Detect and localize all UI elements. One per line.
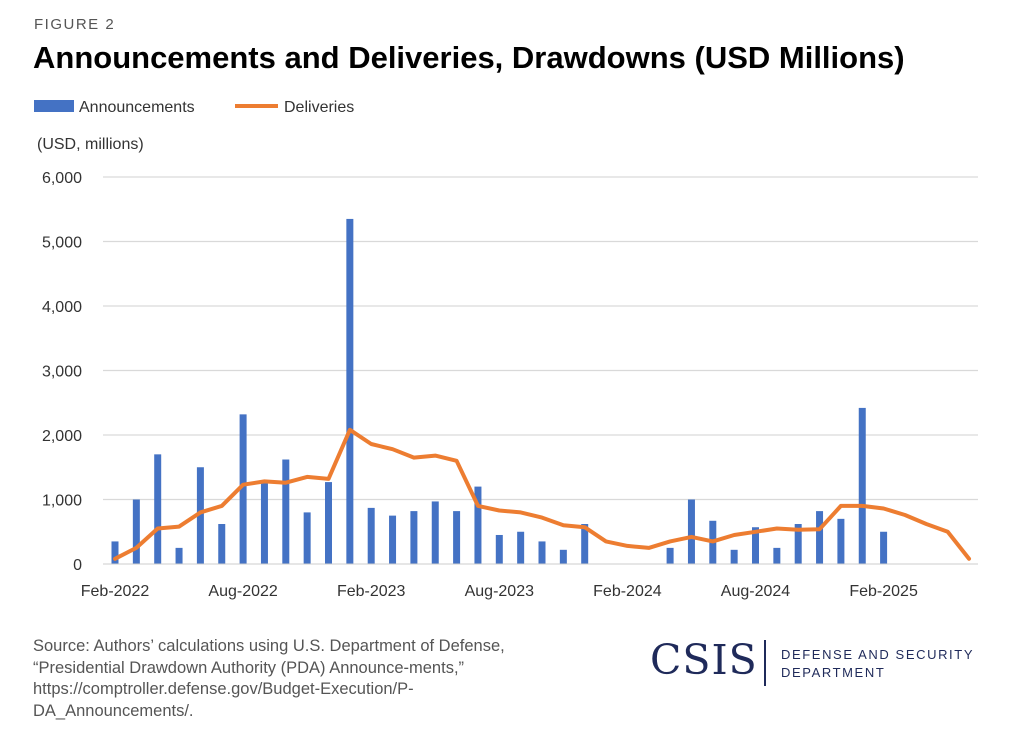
announcement-bar: [431, 501, 439, 564]
announcement-bar: [175, 547, 183, 564]
bars: [111, 218, 888, 565]
announcement-bar: [260, 483, 268, 564]
y-axis-label: (USD, millions): [37, 136, 144, 153]
chart-title: Announcements and Deliveries, Drawdowns …: [33, 40, 905, 75]
announcement-bar: [154, 454, 162, 564]
announcement-bar: [325, 482, 332, 564]
announcement-bar: [132, 499, 140, 564]
announcement-bar: [559, 549, 567, 564]
announcement-bar: [495, 534, 503, 564]
announcement-bar: [367, 507, 375, 564]
announcement-bar: [453, 511, 461, 564]
announcement-bar: [773, 547, 781, 564]
x-tick-label: Aug-2023: [465, 583, 534, 600]
logo-wordmark: CSIS: [650, 636, 758, 684]
announcement-bar: [410, 511, 418, 564]
deliveries-line: [113, 427, 971, 561]
y-ticks: 0 1,000 2,000 3,000 4,000 5,000 6,000: [42, 170, 82, 574]
announcement-bar: [880, 531, 888, 564]
announcement-bar: [581, 524, 589, 564]
logo-department: DEFENSE AND SECURITY DEPARTMENT: [781, 646, 974, 682]
announcement-bar: [111, 541, 119, 564]
x-ticks: Feb-2022 Aug-2022 Feb-2023 Aug-2023 Feb-2024…: [81, 583, 918, 600]
announcement-bar: [837, 518, 845, 564]
legend: Announcements Deliveries: [34, 99, 354, 116]
source-note: Source: Authors’ calculations using U.S.…: [33, 637, 505, 720]
announcement-bar: [282, 459, 290, 564]
announcement-bar: [730, 549, 738, 564]
y-tick-label: 2,000: [42, 428, 82, 445]
logo-divider: [764, 640, 766, 686]
announcement-bar: [389, 515, 397, 564]
figure-label: FIGURE 2: [34, 16, 116, 33]
y-tick-label: 1,000: [42, 493, 82, 510]
announcement-bar: [752, 527, 759, 564]
x-tick-label: Feb-2023: [337, 583, 406, 600]
announcement-bar: [538, 541, 546, 564]
chart: Announcements Deliveries (USD, millions)…: [34, 99, 978, 600]
y-tick-label: 6,000: [42, 170, 82, 187]
announcement-bar: [858, 407, 866, 564]
y-tick-label: 4,000: [42, 299, 82, 316]
y-tick-label: 0: [73, 557, 82, 574]
announcement-bar: [794, 524, 802, 564]
x-tick-label: Aug-2024: [721, 583, 790, 600]
y-tick-label: 3,000: [42, 364, 82, 381]
x-tick-label: Feb-2025: [849, 583, 918, 600]
announcement-bar: [346, 218, 354, 565]
announcement-bar: [687, 499, 695, 564]
announcement-bar: [239, 414, 247, 564]
y-tick-label: 5,000: [42, 235, 82, 252]
announcement-bar: [517, 531, 525, 564]
announcement-bar: [474, 486, 482, 564]
announcement-bar: [303, 512, 311, 564]
announcement-bar: [196, 467, 204, 564]
announcement-bar: [218, 524, 226, 564]
x-tick-label: Feb-2024: [593, 583, 662, 600]
logo-dept-line1: DEFENSE AND SECURITY: [781, 647, 975, 662]
x-tick-label: Aug-2022: [208, 583, 277, 600]
legend-label-announcements: Announcements: [79, 99, 195, 116]
grid: [103, 176, 978, 501]
legend-label-deliveries: Deliveries: [284, 99, 354, 116]
legend-swatch-announcements: [34, 100, 74, 112]
announcement-bar: [816, 511, 824, 564]
announcement-bar: [666, 547, 674, 564]
logo-dept-line2: DEPARTMENT: [781, 665, 886, 680]
x-tick-label: Feb-2022: [81, 583, 150, 600]
